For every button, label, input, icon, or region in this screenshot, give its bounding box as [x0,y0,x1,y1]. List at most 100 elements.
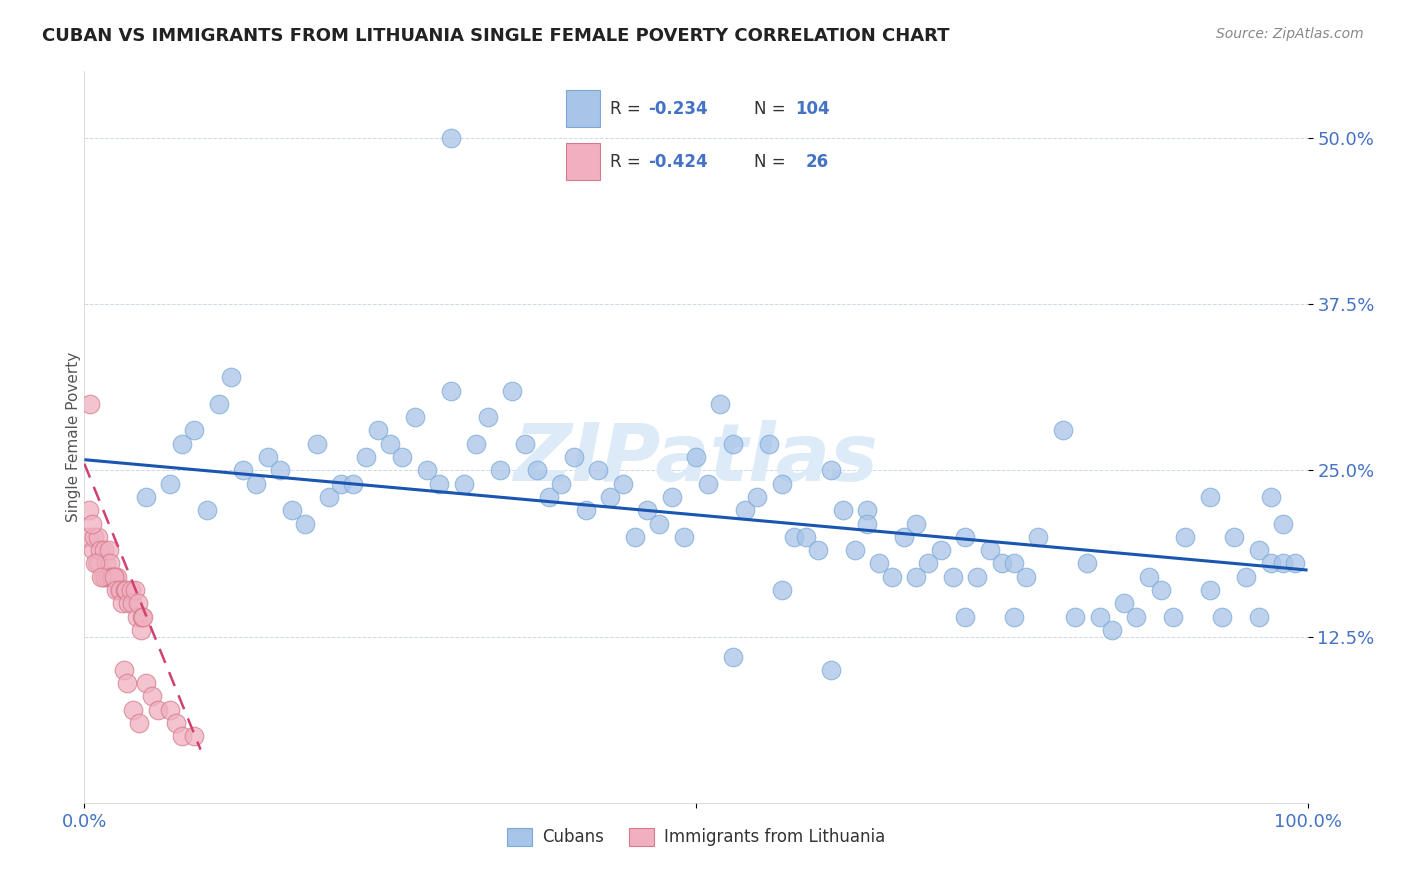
Point [165,716,187,731]
Point [856,503,879,517]
Point [87,557,110,571]
Point [96,557,118,571]
Point [124,582,146,597]
Point [856,516,879,531]
Point [245,476,267,491]
Point [112,663,135,677]
Text: ZIPatlas: ZIPatlas [513,420,879,498]
Point [1174,530,1197,544]
Point [844,543,866,558]
Point [880,570,903,584]
Point [98,557,121,571]
Point [1002,609,1025,624]
Point [100,570,122,584]
Point [1076,557,1098,571]
Point [513,436,536,450]
Point [183,729,205,743]
Point [685,450,707,464]
Point [416,463,439,477]
Point [129,623,152,637]
Point [893,530,915,544]
Point [122,703,145,717]
Point [86,557,108,571]
Point [121,596,143,610]
Point [330,476,353,491]
Point [575,503,598,517]
Point [1272,557,1295,571]
Point [1211,609,1233,624]
Point [105,570,128,584]
Point [208,397,231,411]
Point [1137,570,1160,584]
Point [1198,490,1220,504]
Point [342,476,364,491]
Point [794,530,817,544]
Point [93,543,115,558]
Point [905,570,928,584]
Point [318,490,340,504]
Point [586,463,609,477]
Point [354,450,377,464]
Point [1101,623,1123,637]
Point [624,530,647,544]
Point [80,516,103,531]
Point [538,490,561,504]
Point [453,476,475,491]
Point [807,543,830,558]
Point [391,450,413,464]
Point [257,450,280,464]
Point [111,596,134,610]
Point [172,436,194,450]
Point [1114,596,1136,610]
Point [758,436,780,450]
Point [1260,557,1282,571]
Point [294,516,316,531]
Point [869,557,891,571]
Point [929,543,952,558]
Point [1028,530,1050,544]
Point [125,609,148,624]
Point [734,503,756,517]
Point [114,582,136,597]
Point [1064,609,1087,624]
Point [721,649,744,664]
Point [721,436,744,450]
Point [107,582,129,597]
Point [117,596,139,610]
Point [1002,557,1025,571]
Point [1088,609,1111,624]
Point [1260,490,1282,504]
Point [440,384,463,398]
Point [1150,582,1173,597]
Point [783,530,806,544]
Point [105,582,128,597]
Point [979,543,1001,558]
Point [770,582,793,597]
Point [1247,543,1270,558]
Point [128,716,150,731]
Point [953,609,976,624]
Y-axis label: Single Female Poverty: Single Female Poverty [66,352,80,522]
Point [991,557,1014,571]
Point [1125,609,1147,624]
Point [84,557,107,571]
Point [269,463,291,477]
Point [770,476,793,491]
Point [83,530,105,544]
Point [709,397,731,411]
Point [87,530,110,544]
Point [820,663,842,677]
Point [489,463,512,477]
Point [917,557,939,571]
Point [672,530,695,544]
Point [103,570,125,584]
Point [108,582,131,597]
Point [135,490,157,504]
Text: Source: ZipAtlas.com: Source: ZipAtlas.com [1216,27,1364,41]
Point [97,570,120,584]
Point [905,516,928,531]
Point [1247,609,1270,624]
Point [195,503,218,517]
Point [89,543,111,558]
Text: CUBAN VS IMMIGRANTS FROM LITHUANIA SINGLE FEMALE POVERTY CORRELATION CHART: CUBAN VS IMMIGRANTS FROM LITHUANIA SINGL… [42,27,949,45]
